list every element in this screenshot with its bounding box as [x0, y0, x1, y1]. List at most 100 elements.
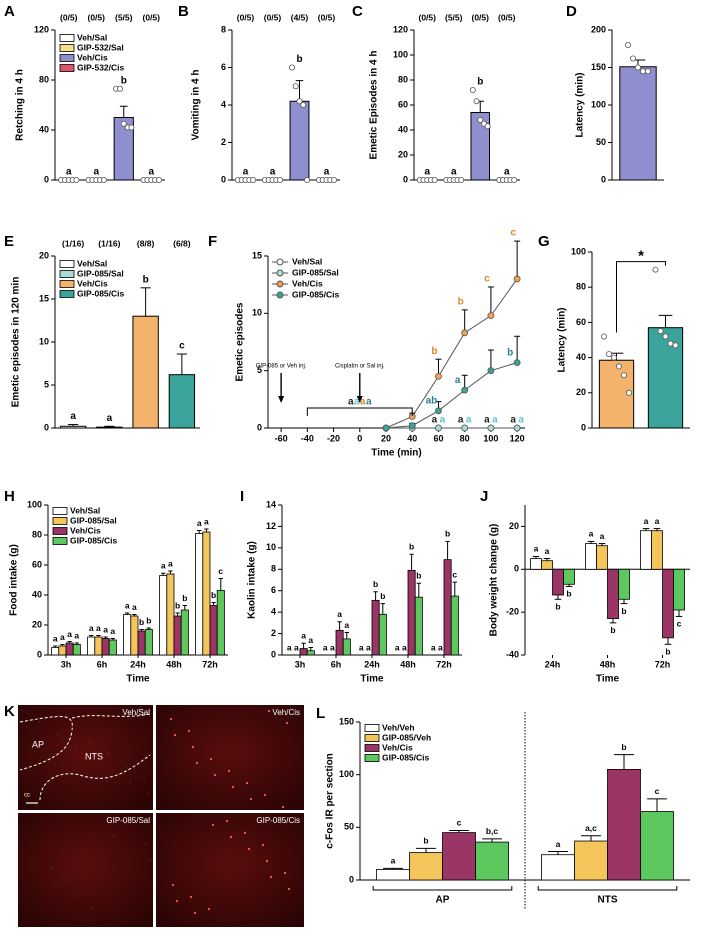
bar	[574, 840, 608, 881]
y-tick-label: 15	[252, 250, 262, 260]
y-tick-label: 14	[266, 499, 276, 509]
y-tick-label: 80	[39, 74, 49, 84]
x-tick-label: -20	[327, 433, 340, 443]
speckle	[227, 769, 231, 773]
count-label: (0/5)	[60, 12, 78, 22]
y-tick-label: 100	[27, 499, 42, 509]
data-point	[626, 389, 633, 396]
significance-letter: b	[610, 625, 615, 635]
significance-letter: b	[380, 591, 385, 601]
count-label: (0/5)	[472, 12, 490, 22]
y-tick-label: 0	[514, 564, 519, 574]
significance-letter: b	[477, 77, 483, 88]
count-label: (8/8)	[137, 238, 155, 248]
legend-swatch	[52, 527, 68, 535]
point-label: a	[455, 375, 461, 386]
x-tick-label: NTS	[598, 895, 618, 906]
legend-swatch	[59, 34, 75, 42]
count-label: (5/5)	[115, 12, 133, 22]
x-tick-label: 20	[381, 433, 391, 443]
y-tick-label: 0	[221, 174, 226, 184]
speckle	[171, 883, 175, 887]
bar	[563, 568, 575, 585]
bar	[65, 642, 74, 656]
y-tick-label: 0	[37, 649, 42, 659]
bar	[618, 568, 630, 600]
x-tick-label: 24h	[545, 659, 561, 669]
speckle	[229, 835, 233, 839]
data-point	[667, 340, 674, 347]
arrow-head	[278, 396, 285, 403]
count-label: (6/8)	[173, 238, 191, 248]
bar	[202, 531, 211, 656]
data-point	[435, 372, 442, 380]
speckle	[213, 773, 217, 777]
significance-letter: b	[621, 742, 626, 752]
significance-letter: a	[67, 629, 72, 639]
y-tick-label: 40	[398, 124, 408, 134]
speckle	[195, 761, 199, 765]
significance-letter: a	[110, 626, 115, 636]
annotation: Cisplatin or Sal inj.	[335, 364, 385, 370]
panel-label: H	[4, 488, 15, 505]
significance-letter: a	[66, 167, 72, 178]
legend-swatch	[364, 734, 380, 742]
significance-letter: b	[182, 593, 187, 603]
legend-swatch	[59, 260, 75, 268]
y-axis-label: Body weight change (g)	[489, 524, 500, 637]
x-tick-label: 24h	[130, 659, 146, 669]
y-tick-label: 8	[221, 24, 226, 34]
significance-letter: a	[402, 642, 407, 652]
speckle	[243, 831, 247, 835]
significance-letter: a	[197, 518, 202, 528]
bar	[216, 590, 225, 656]
data-point	[250, 176, 257, 183]
y-tick-label: 20	[576, 387, 586, 397]
data-point	[645, 68, 652, 75]
data-point	[606, 351, 613, 358]
significance-letter: a	[89, 623, 94, 633]
y-tick-label: 10	[266, 542, 276, 552]
y-tick-label: 20	[39, 250, 49, 260]
point-label: a	[518, 415, 524, 426]
speckle	[265, 859, 269, 863]
significance-letter: a	[330, 642, 335, 652]
significance-letter: a	[53, 633, 58, 643]
x-tick-label: 3h	[295, 659, 306, 669]
legend-label: GIP-085/Cis	[70, 535, 118, 545]
bar	[101, 638, 110, 656]
speckle	[51, 867, 53, 869]
bracket-label: a	[354, 397, 360, 408]
speckle	[73, 895, 75, 897]
bar	[173, 615, 182, 656]
y-tick-label: 0	[257, 422, 262, 432]
significance-letter: a	[589, 529, 594, 539]
bar	[552, 568, 564, 596]
x-tick-label: 24h	[364, 659, 380, 669]
legend-label: Veh/Cis	[70, 525, 101, 535]
significance-letter: b	[621, 606, 626, 616]
legend-marker	[276, 291, 284, 299]
significance-letter: b	[445, 529, 450, 539]
bar	[647, 327, 684, 429]
significance-letter: a	[74, 630, 79, 640]
data-point	[382, 424, 390, 432]
significance-letter: b	[416, 570, 421, 580]
legend-label: Veh/Veh	[382, 722, 415, 732]
bar	[640, 530, 652, 570]
point-label: a	[466, 415, 472, 426]
speckle	[247, 847, 251, 851]
legend-swatch	[59, 64, 75, 72]
micrograph	[156, 705, 304, 810]
x-tick-label: 0	[357, 433, 362, 443]
y-tick-label: 100	[591, 99, 606, 109]
data-point	[461, 424, 469, 432]
speckle	[249, 797, 253, 801]
y-tick-label: 20	[32, 619, 42, 629]
significance-letter: a	[60, 632, 65, 642]
significance-letter: b	[175, 600, 180, 610]
point-label: ab	[426, 395, 438, 406]
significance-letter: a	[301, 630, 306, 640]
bar	[132, 315, 159, 429]
